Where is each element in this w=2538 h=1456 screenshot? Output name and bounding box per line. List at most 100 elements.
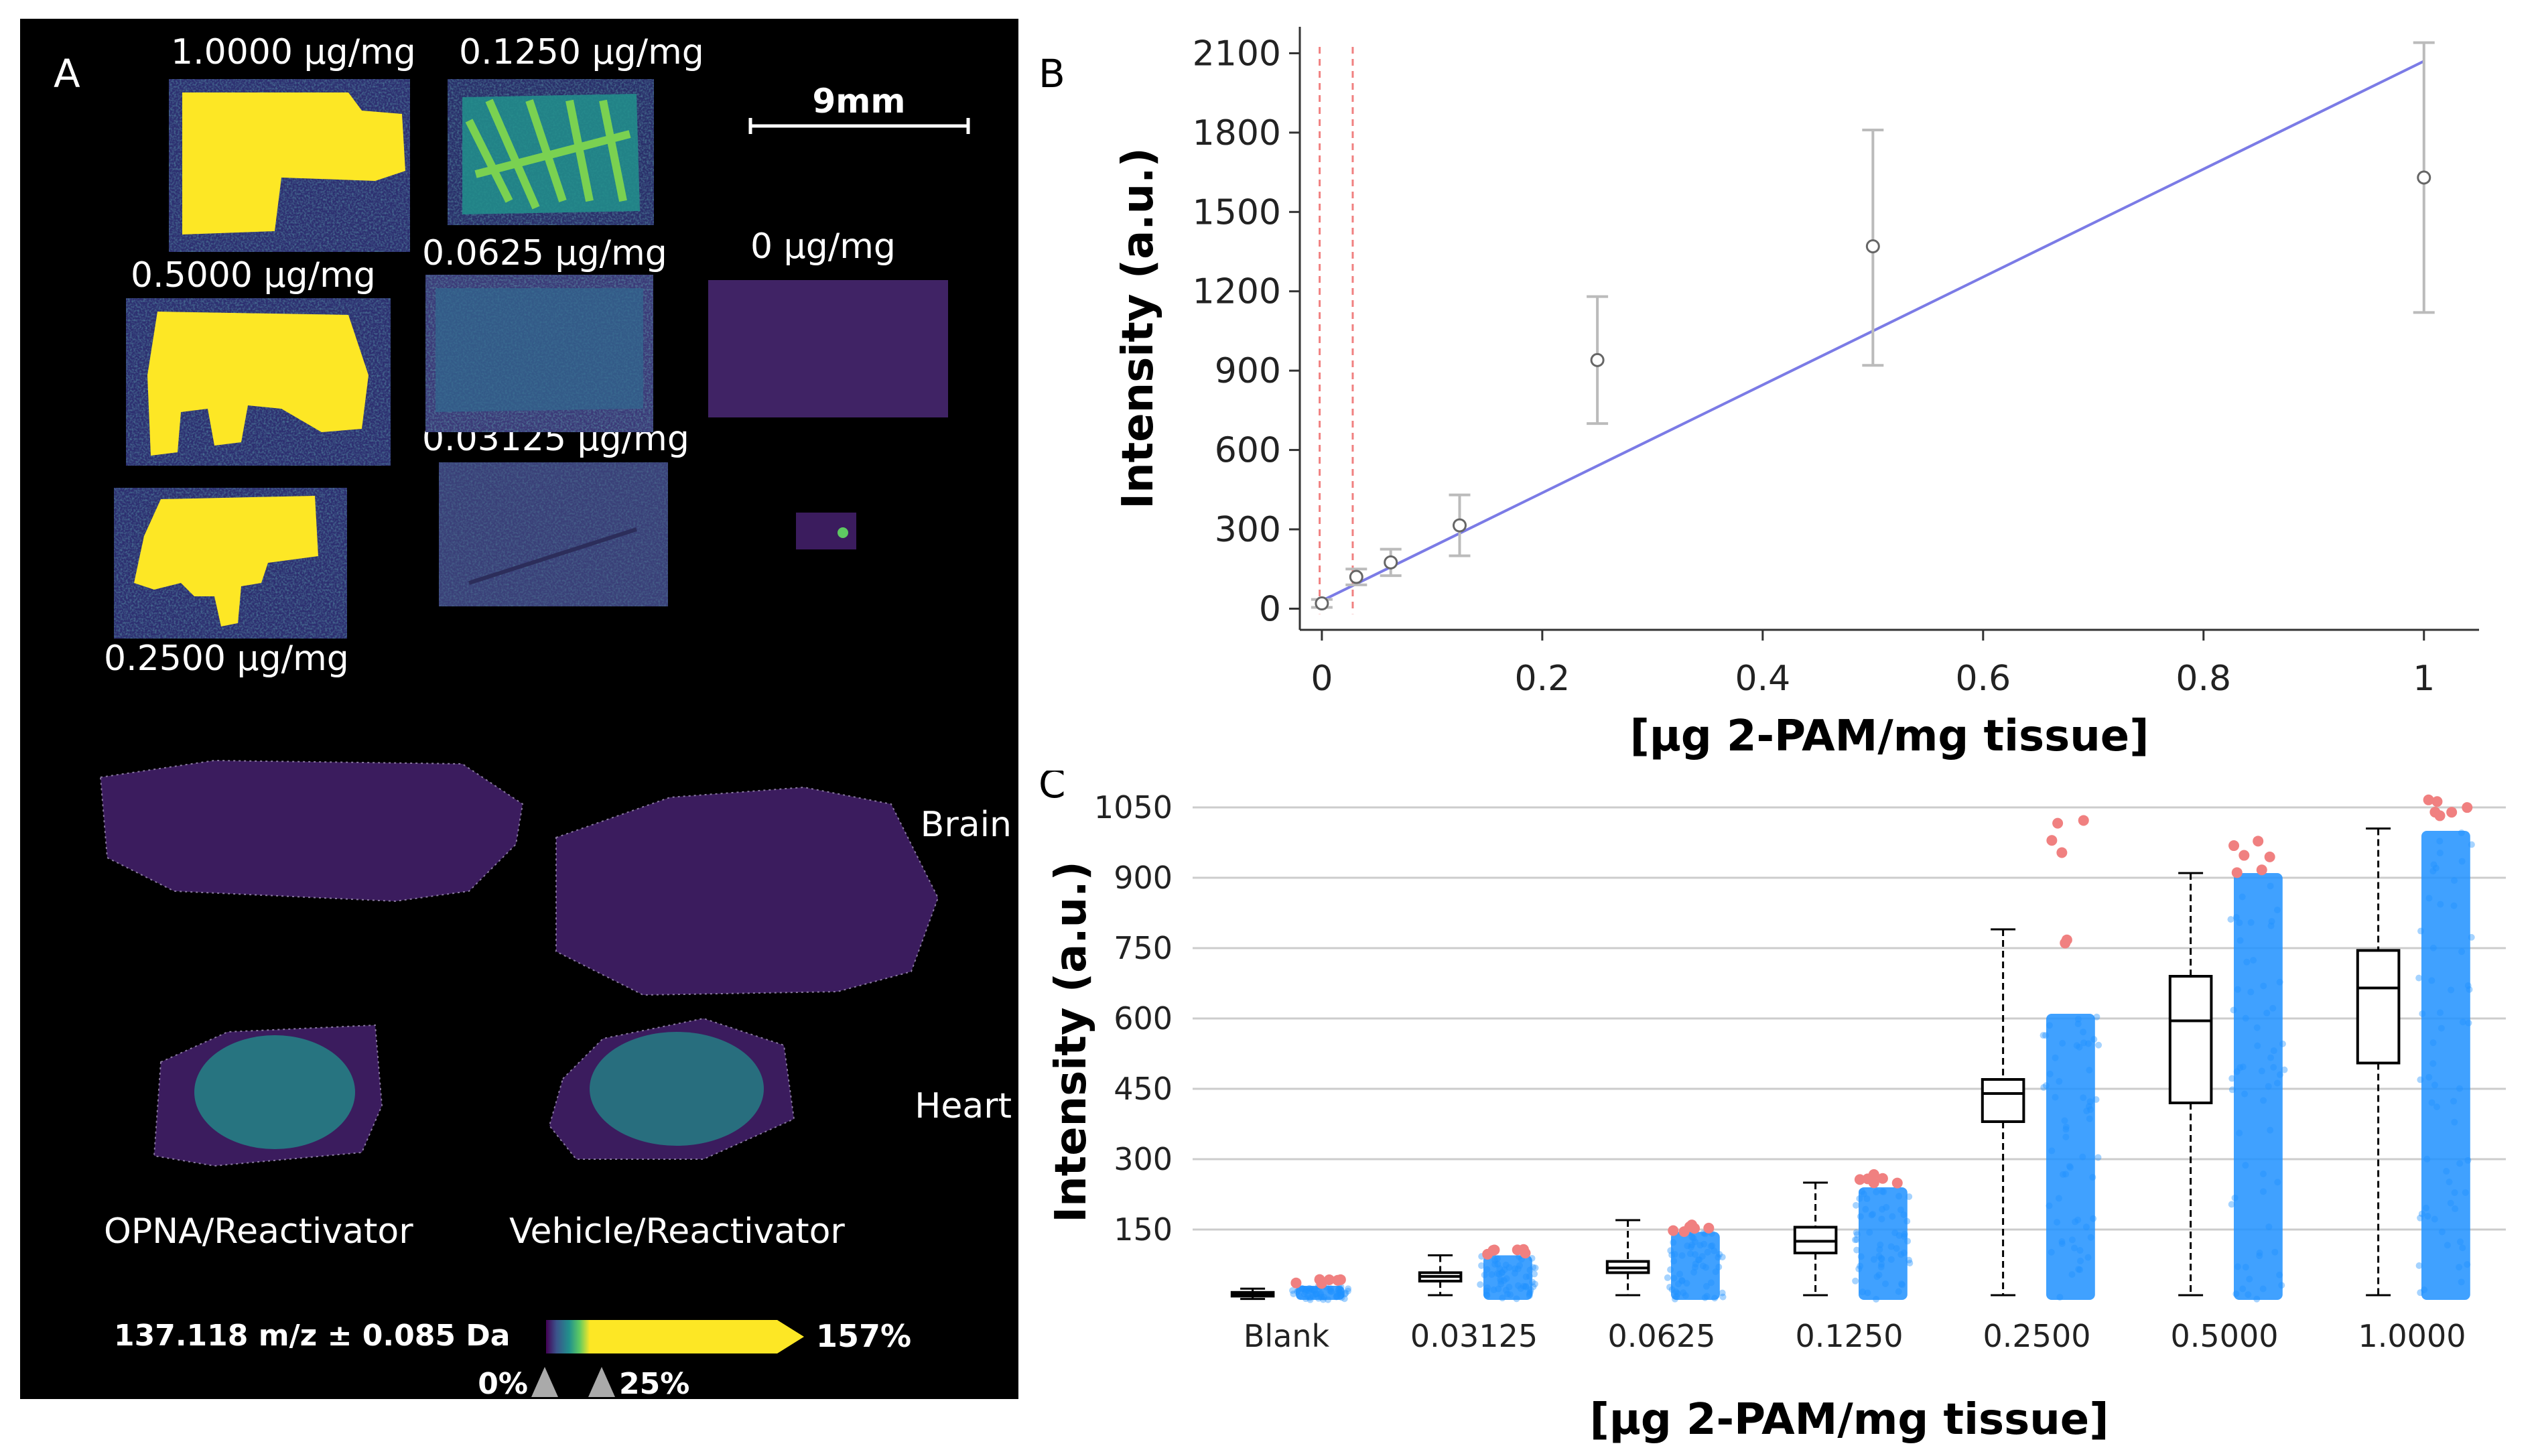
scatter-point [1305,1292,1312,1299]
heart-signal-right [590,1032,764,1146]
scatter-point [2075,1266,2082,1273]
scatter-point [2418,1210,2425,1217]
scatter-point [1906,1260,1914,1267]
chart-c-y-tick-label: 150 [1114,1211,1173,1248]
scatter-cloud [2227,836,2288,1303]
scatter-point [1333,1293,1340,1300]
scatter-point [1514,1265,1522,1272]
scatter-point [1893,1245,1900,1252]
scatter-point [1868,1211,1875,1219]
scatter-point [2436,849,2444,856]
scatter-point [1875,1252,1883,1260]
scatter-point [1851,1236,1859,1244]
data-point [1453,518,1467,533]
outlier-point [2462,802,2473,813]
scatter-point [2068,1236,2076,1244]
scatter-point [2446,1178,2453,1185]
scatter-point [1302,1295,1309,1303]
scatter-point [2062,1123,2070,1130]
scatter-point [1504,1290,1511,1298]
box [2356,949,2401,1065]
scatter-point [1670,1274,1678,1282]
scatter-point [2256,1252,2263,1260]
scatter-point [2236,1129,2243,1136]
scatter-point [2450,902,2458,909]
scatter-point [1690,1268,1698,1276]
panel-b-letter: B [1039,51,1065,96]
scatter-point [1327,1285,1334,1293]
scatter-point [1897,1206,1904,1213]
chart-c-x-tick-label: 0.0625 [1608,1318,1716,1354]
scatter-point [2076,1266,2084,1274]
scatter-point [2464,982,2472,989]
scatter-point [2072,1218,2079,1226]
scatter-point [1901,1233,1908,1240]
scatter-point [1529,1278,1536,1286]
scatter-point [2433,1103,2441,1110]
data-point [1349,570,1363,584]
scatter-point [1853,1231,1861,1238]
scatter-point [2080,1094,2087,1102]
scatter-point [2095,1041,2102,1049]
scatter-point [1526,1288,1534,1296]
scatter-point [2239,1063,2247,1071]
scatter-point [2236,1064,2244,1071]
scatter-point [1711,1295,1719,1302]
scatter-point [2423,1155,2431,1163]
scatter-point [1692,1251,1699,1258]
standard-image-05 [126,298,391,466]
scatter-point [1880,1188,1887,1195]
panel-a-imaging: A 1.0000 µg/mg 0.1250 µg/mg 0.5000 µg/mg… [0,0,1032,1453]
scatter-point [2234,1263,2241,1270]
scatter-point [2428,977,2435,984]
scatter-point [1294,1288,1301,1295]
scatter-point [2276,978,2283,986]
standard-image-00625 [425,275,653,432]
scatter-point [2232,914,2240,921]
outlier-point [1482,1248,1493,1260]
scatter-point [2432,864,2440,872]
scatter-point [1318,1293,1325,1301]
scatter-point [1696,1242,1704,1249]
scatter-point [2083,1108,2090,1115]
scatter-point [2260,1188,2267,1195]
scatter-point [1698,1253,1706,1260]
scatter-point [1704,1248,1711,1256]
scatter-point [1345,1285,1352,1293]
scatter-point [1701,1294,1709,1301]
scatter-point [2466,986,2473,993]
scatter-point [1526,1273,1533,1280]
outlier-point [2231,867,2243,878]
scatter-point [2417,927,2425,935]
scatter-point [1507,1291,1514,1299]
scatter-point [1699,1262,1707,1270]
outlier-point [2434,810,2446,821]
scatter-point [1866,1229,1873,1236]
data-point [1865,239,1880,254]
scatter-point [1497,1280,1505,1288]
standard-image-0125 [448,79,654,225]
scatter-point [1341,1290,1349,1298]
scatter-point [2074,1020,2082,1028]
scatter-point [2046,1202,2053,1209]
chart-c-x-tick-label: 0.2500 [1983,1318,2091,1354]
scatter-point [2428,1099,2435,1106]
scatter-point [1688,1241,1696,1248]
standard-label-025: 0.2500 µg/mg [104,639,349,679]
scatter-point [2060,1171,2067,1178]
scatter-point [1703,1293,1711,1300]
scatter-point [2429,868,2437,875]
scatter-point [1882,1280,1889,1287]
scatter-point [2259,1285,2267,1293]
scatter-point [1859,1288,1866,1296]
scatter-band [2421,831,2470,1300]
scatter-point [1337,1286,1344,1294]
scatter-point [1494,1260,1501,1268]
scatter-point [1877,1241,1884,1248]
scatter-point [2066,1163,2073,1170]
scatter-point [2228,1075,2236,1082]
chart-c-y-tick-label: 450 [1114,1071,1173,1107]
scatter-point [1690,1235,1697,1242]
chart-c-x-tick-label: Blank [1244,1318,1330,1354]
scatter-point [2468,933,2475,941]
